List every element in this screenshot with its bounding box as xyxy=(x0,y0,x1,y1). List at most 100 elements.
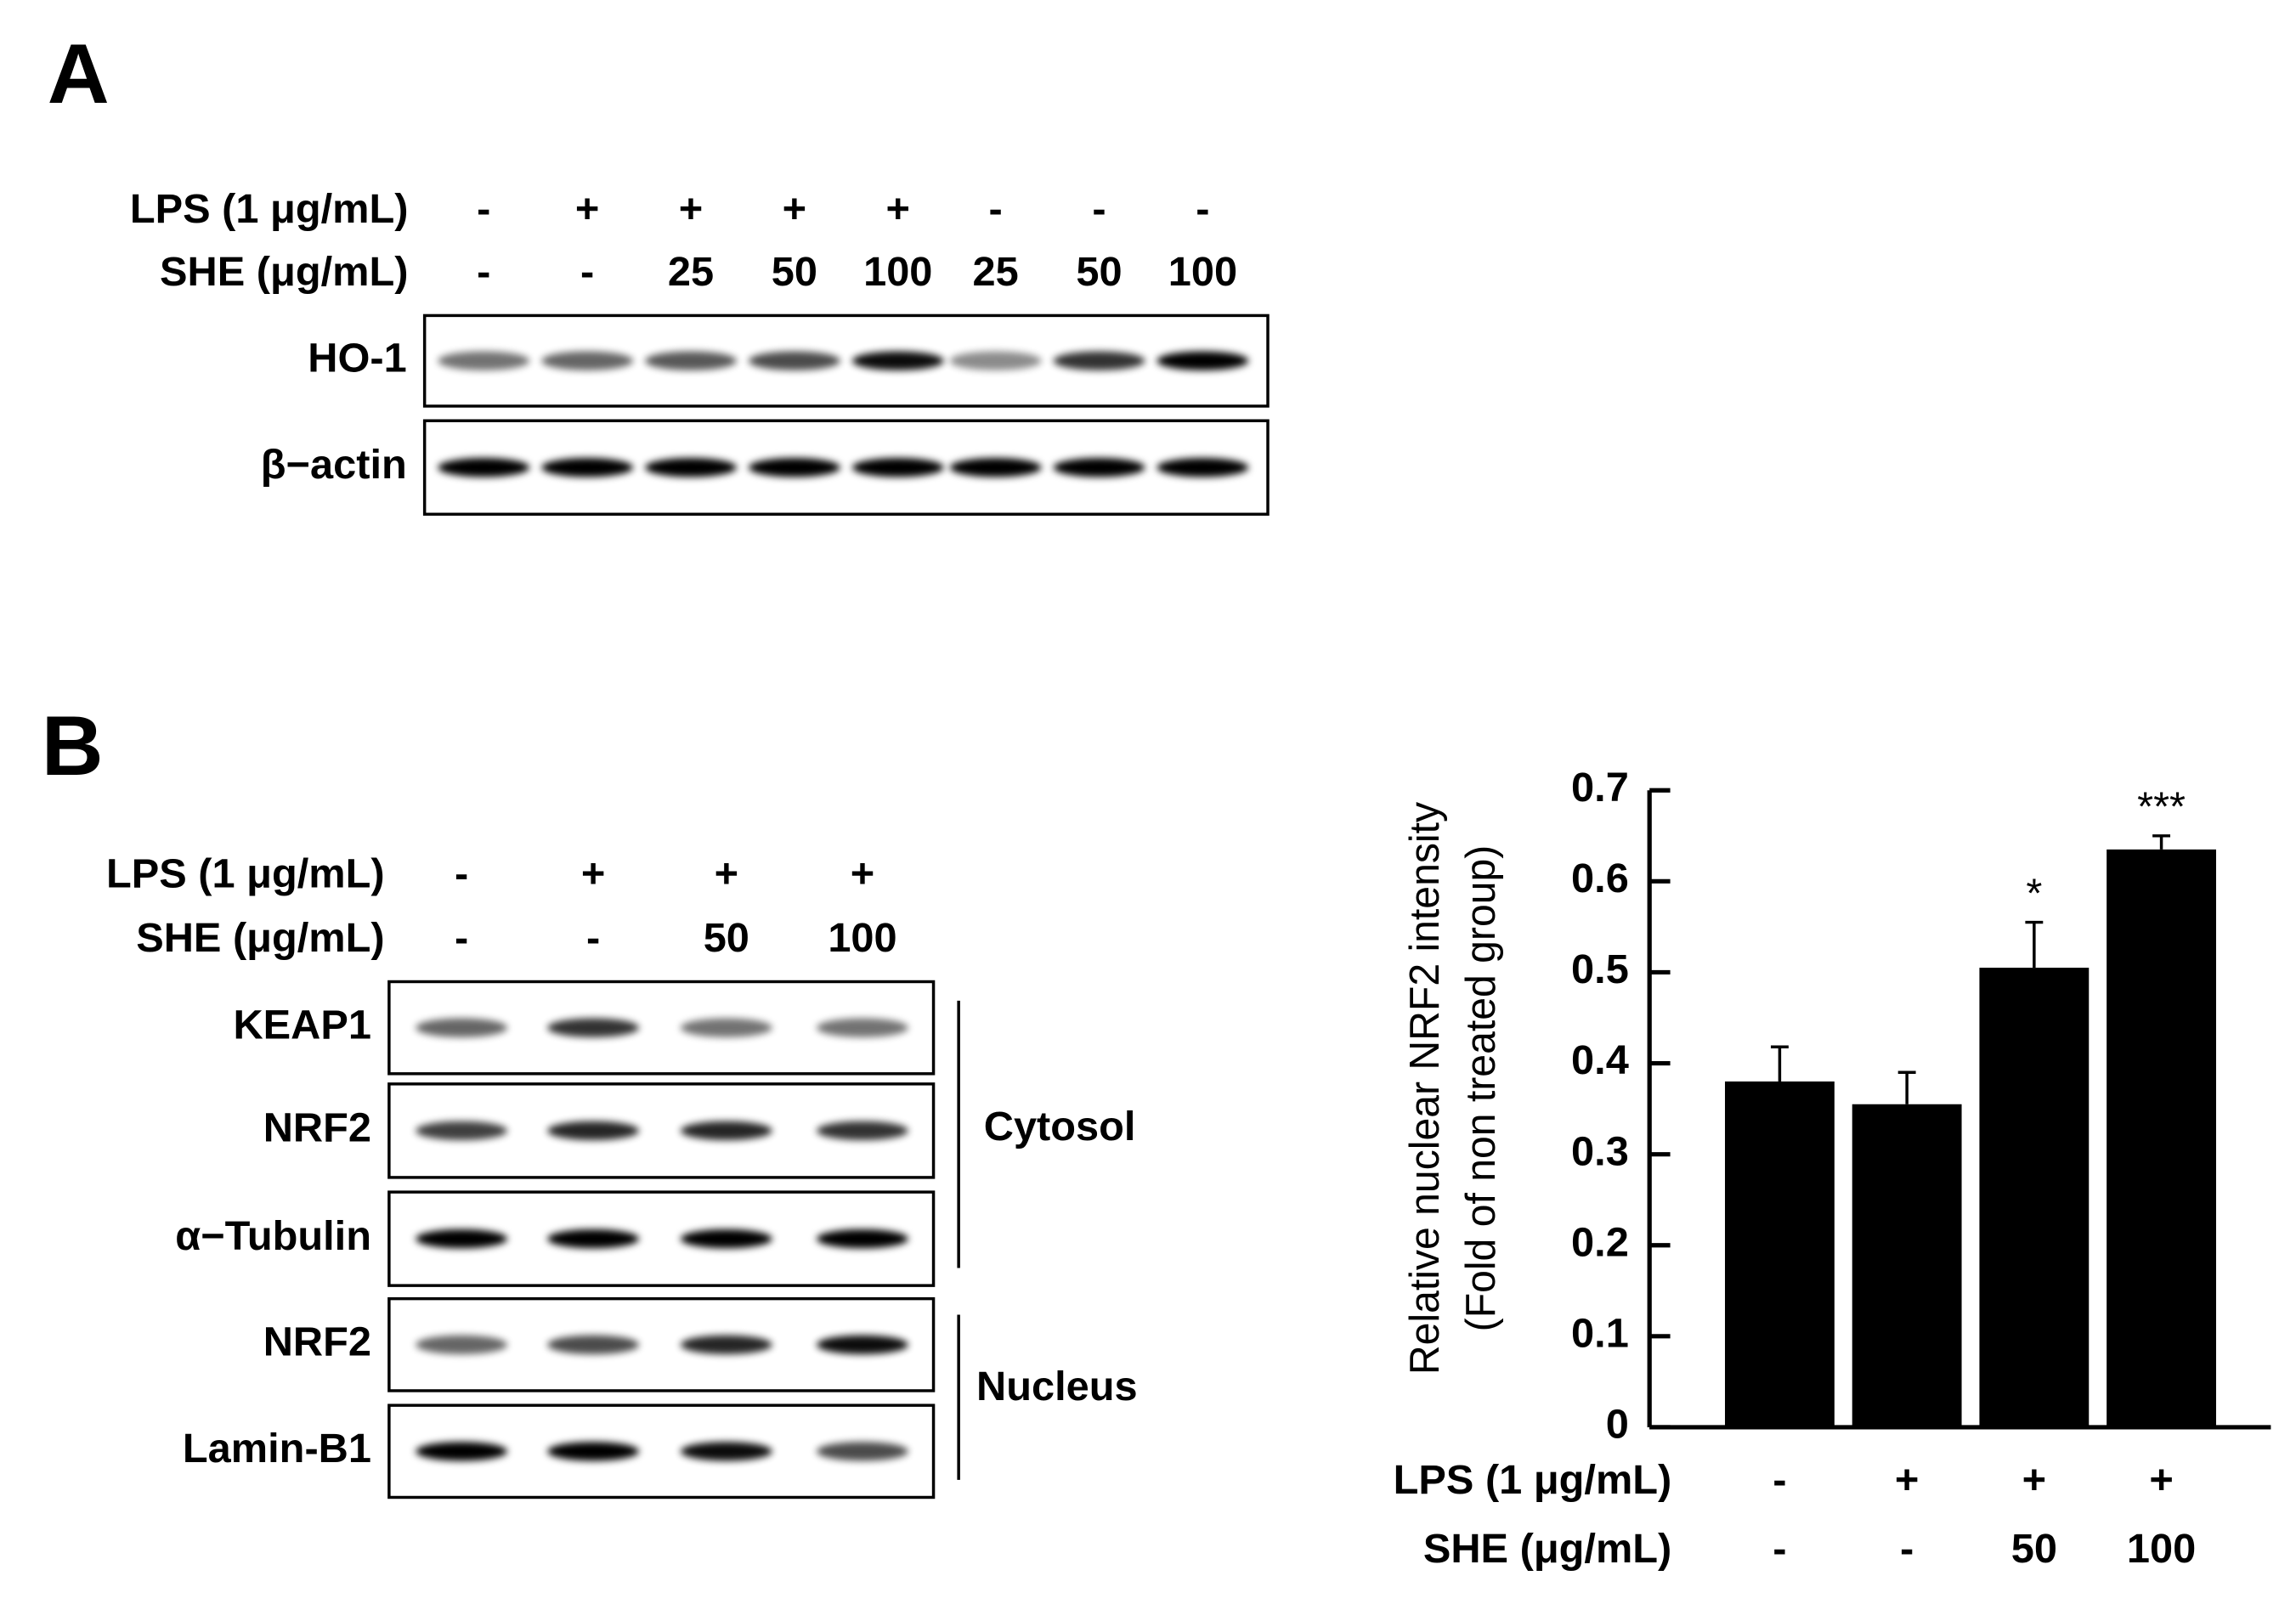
y-tick-label: 0 xyxy=(1606,1402,1629,1448)
lane-label: 50 xyxy=(1076,249,1122,295)
significance: *** xyxy=(2137,784,2186,830)
treatment-label: LPS (1 μg/mL) xyxy=(1394,1457,1672,1503)
lane-label: - xyxy=(1196,186,1209,232)
band xyxy=(1156,351,1249,370)
fraction-label: Nucleus xyxy=(976,1364,1138,1409)
lane-label: 25 xyxy=(668,249,714,295)
band xyxy=(438,458,530,477)
y-tick-label: 0.2 xyxy=(1571,1220,1629,1266)
lane-label: + xyxy=(1895,1457,1919,1503)
lane-label: + xyxy=(679,186,703,232)
lane-label: - xyxy=(1773,1526,1786,1572)
lane-label: - xyxy=(477,249,490,295)
band xyxy=(851,458,944,477)
lane-label: + xyxy=(2149,1457,2173,1503)
band xyxy=(547,1228,640,1249)
band xyxy=(547,1335,640,1354)
lane-label: - xyxy=(455,851,468,897)
band xyxy=(416,1018,508,1037)
bar xyxy=(1979,968,2090,1427)
lane-label: - xyxy=(1092,186,1106,232)
treatment-label: SHE (μg/mL) xyxy=(160,249,408,295)
band xyxy=(1053,458,1145,477)
band xyxy=(645,458,738,477)
y-tick-label: 0.7 xyxy=(1571,765,1629,810)
band xyxy=(817,1335,908,1354)
blot-label: HO-1 xyxy=(308,336,406,381)
y-tick-label: 0.6 xyxy=(1571,856,1629,901)
y-axis-title: (Fold of non treated group) xyxy=(1458,845,1504,1332)
band xyxy=(680,1442,772,1461)
band xyxy=(680,1018,772,1037)
lane-label: 50 xyxy=(772,249,817,295)
band xyxy=(541,351,634,370)
band xyxy=(680,1335,772,1354)
band xyxy=(817,1018,908,1037)
band xyxy=(416,1335,508,1354)
band xyxy=(817,1442,908,1461)
lane-label: - xyxy=(455,915,468,961)
lane-label: 25 xyxy=(973,249,1019,295)
band xyxy=(748,351,840,370)
band xyxy=(416,1121,508,1141)
lane-label: - xyxy=(580,249,594,295)
band xyxy=(748,458,840,477)
significance: * xyxy=(2026,871,2042,917)
band xyxy=(541,458,634,477)
y-tick-label: 0.5 xyxy=(1571,946,1629,992)
band xyxy=(949,351,1042,370)
lane-label: + xyxy=(2022,1457,2046,1503)
y-axis-title: Relative nuclear NRF2 intensity xyxy=(1402,801,1448,1375)
treatment-label: SHE (μg/mL) xyxy=(136,915,384,961)
band xyxy=(680,1121,772,1141)
lane-label: - xyxy=(586,915,600,961)
fraction-label: Cytosol xyxy=(984,1104,1136,1149)
bar xyxy=(1852,1104,1962,1427)
lane-label: - xyxy=(1773,1457,1786,1503)
band xyxy=(438,351,530,370)
band xyxy=(547,1121,640,1141)
treatment-label: LPS (1 μg/mL) xyxy=(130,186,409,232)
band xyxy=(851,351,944,370)
blot-label: KEAP1 xyxy=(233,1002,371,1048)
band xyxy=(645,351,738,370)
lane-label: - xyxy=(989,186,1003,232)
band xyxy=(949,458,1042,477)
lane-label: + xyxy=(575,186,599,232)
band xyxy=(416,1228,508,1249)
band xyxy=(680,1228,772,1249)
band xyxy=(817,1121,908,1141)
band xyxy=(1053,351,1145,370)
y-tick-label: 0.1 xyxy=(1571,1311,1629,1357)
band xyxy=(1156,458,1249,477)
blot-label: α−Tubulin xyxy=(175,1213,371,1259)
band xyxy=(817,1228,908,1249)
lane-label: + xyxy=(715,851,738,897)
lane-label: + xyxy=(886,186,910,232)
lane-label: 100 xyxy=(1168,249,1237,295)
panel-label: B xyxy=(42,698,104,793)
lane-label: + xyxy=(783,186,806,232)
lane-label: 100 xyxy=(2127,1526,2196,1572)
lane-label: 50 xyxy=(704,915,749,961)
lane-label: + xyxy=(851,851,874,897)
treatment-label: SHE (μg/mL) xyxy=(1423,1526,1671,1572)
lane-label: + xyxy=(581,851,605,897)
bar xyxy=(2107,849,2216,1427)
blot-label: β−actin xyxy=(261,442,407,488)
bar xyxy=(1724,1081,1835,1427)
lane-label: 100 xyxy=(863,249,932,295)
lane-label: 50 xyxy=(2011,1526,2057,1572)
lane-label: - xyxy=(1900,1526,1914,1572)
band xyxy=(416,1442,508,1461)
blot-label: NRF2 xyxy=(263,1319,371,1365)
treatment-label: LPS (1 μg/mL) xyxy=(106,851,385,897)
lane-label: - xyxy=(477,186,490,232)
blot-label: NRF2 xyxy=(263,1105,371,1151)
y-tick-label: 0.4 xyxy=(1571,1038,1629,1084)
y-tick-label: 0.3 xyxy=(1571,1129,1629,1175)
band xyxy=(547,1442,640,1461)
blot-label: Lamin-B1 xyxy=(183,1426,371,1471)
lane-label: 100 xyxy=(828,915,896,961)
